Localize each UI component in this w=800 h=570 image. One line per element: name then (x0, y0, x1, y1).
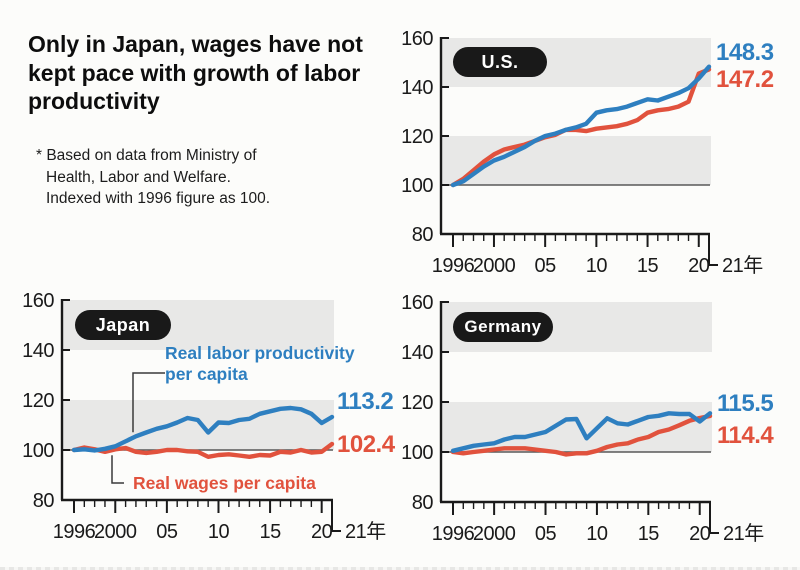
svg-text:80: 80 (412, 224, 434, 246)
svg-text:2000: 2000 (473, 523, 516, 545)
svg-text:15: 15 (638, 523, 660, 545)
japan-productivity-value: 113.2 (337, 388, 394, 415)
svg-text:05: 05 (156, 521, 178, 543)
us-productivity-value: 148.3 (716, 39, 774, 66)
svg-text:120: 120 (22, 390, 54, 412)
svg-text:20: 20 (688, 255, 710, 277)
svg-text:1996: 1996 (432, 523, 475, 545)
source-note: * Based on data from Ministry of Health,… (36, 145, 366, 210)
svg-text:160: 160 (22, 290, 54, 312)
svg-text:20: 20 (311, 521, 333, 543)
us-wages-value: 147.2 (716, 66, 774, 93)
svg-text:1996: 1996 (53, 521, 96, 543)
svg-text:160: 160 (401, 28, 433, 50)
svg-text:10: 10 (208, 521, 230, 543)
svg-text:100: 100 (401, 442, 433, 464)
source-note-line-3: Indexed with 1996 figure as 100. (46, 190, 271, 207)
source-note-line-2: Health, Labor and Welfare. (46, 168, 231, 186)
japan-productivity-legend-line-1: Real labor productivity (165, 343, 355, 363)
germany-country-pill: Germany (453, 312, 553, 342)
svg-text:21年: 21年 (722, 254, 763, 277)
japan-chart-panel: 160 140 120 100 80 1996 2000 05 10 15 20 21年 Japan … (15, 288, 415, 566)
svg-text:120: 120 (401, 126, 433, 148)
svg-text:10: 10 (586, 523, 608, 545)
germany-productivity-value: 115.5 (717, 390, 774, 417)
title-line-3: productivity (28, 88, 160, 114)
svg-text:160: 160 (401, 292, 433, 314)
svg-text:1996: 1996 (432, 255, 475, 277)
svg-text:100: 100 (22, 440, 54, 462)
svg-text:100: 100 (401, 175, 433, 197)
japan-wages-legend: Real wages per capita (133, 473, 316, 493)
svg-text:15: 15 (259, 521, 281, 543)
svg-text:120: 120 (401, 392, 433, 414)
japan-wages-value: 102.4 (337, 431, 395, 458)
svg-text:140: 140 (401, 342, 433, 364)
svg-text:05: 05 (535, 523, 557, 545)
japan-productivity-legend-line-2: per capita (165, 364, 248, 384)
us-country-pill: U.S. (453, 47, 547, 77)
svg-text:2000: 2000 (473, 255, 516, 277)
svg-text:80: 80 (412, 492, 434, 514)
cropped-edge-artifact (0, 567, 800, 570)
svg-text:140: 140 (22, 340, 54, 362)
svg-text:05: 05 (535, 255, 557, 277)
svg-text:15: 15 (637, 255, 659, 277)
svg-text:21年: 21年 (723, 522, 764, 545)
japan-country-pill: Japan (75, 310, 171, 340)
title-line-2: kept pace with growth of labor (28, 59, 361, 86)
svg-text:140: 140 (401, 77, 433, 99)
us-chart-panel: 160 140 120 100 80 1996 2000 05 10 15 20 21年 U.S. 1… (398, 18, 800, 286)
germany-wages-value: 114.4 (717, 422, 774, 449)
svg-text:21年: 21年 (345, 520, 386, 543)
svg-text:2000: 2000 (94, 521, 137, 543)
page-title: Only in Japan, wages have not kept pace … (28, 30, 398, 116)
source-note-line-1: * Based on data from Ministry of (36, 147, 257, 164)
japan-productivity-legend: Real labor productivity per capita (165, 343, 355, 385)
svg-text:80: 80 (33, 490, 55, 512)
svg-text:20: 20 (689, 523, 711, 545)
title-line-1: Only in Japan, wages have not (28, 31, 363, 57)
germany-chart-panel: 160 140 120 100 80 1996 2000 05 10 15 20 21年 German… (398, 288, 800, 566)
svg-text:10: 10 (586, 255, 608, 277)
